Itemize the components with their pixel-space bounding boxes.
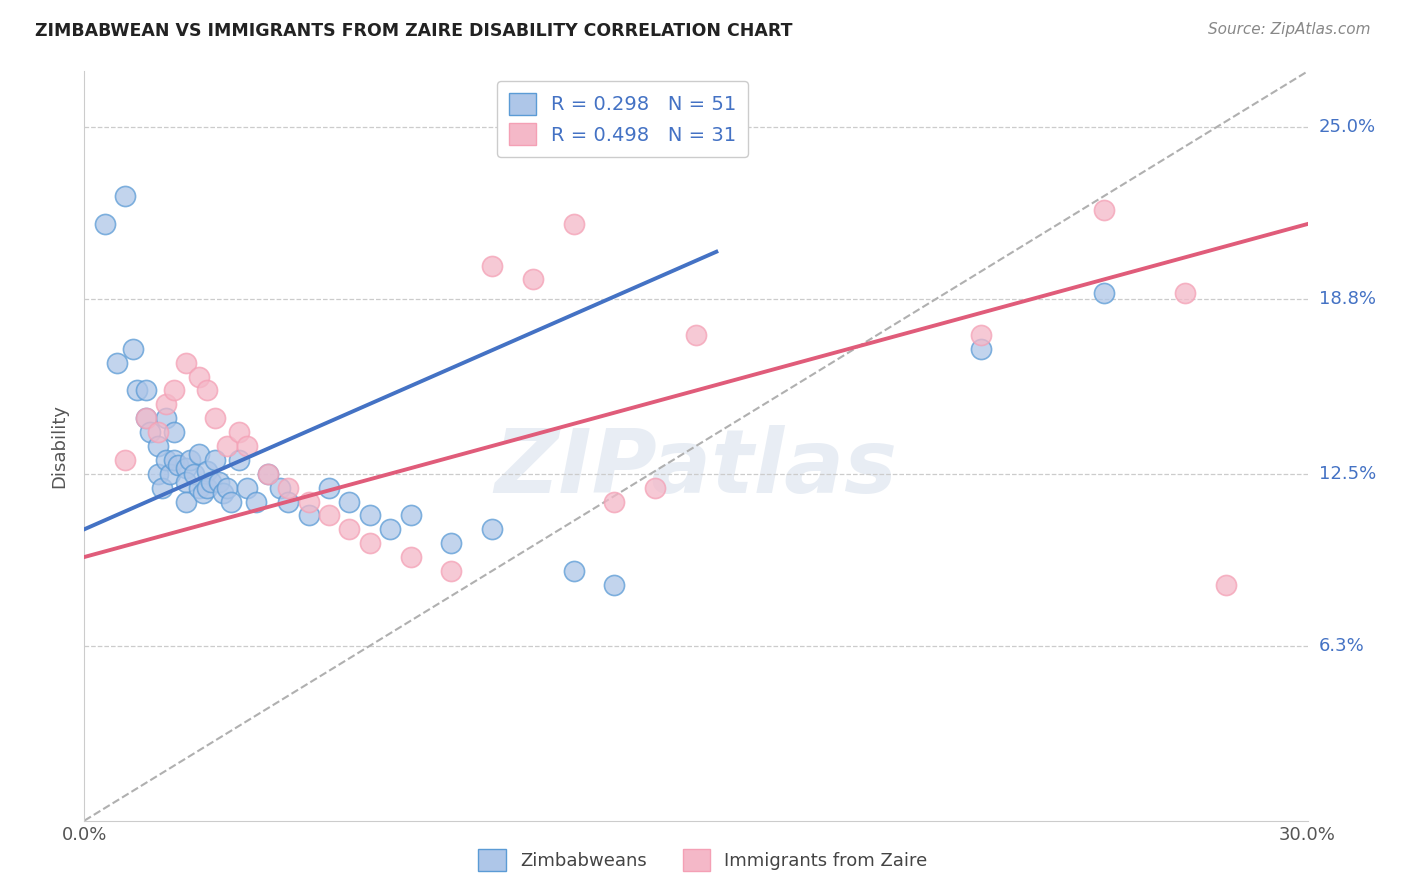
Y-axis label: Disability: Disability (51, 404, 69, 488)
Point (114, 453, 136, 467)
Point (228, 425, 250, 439)
Point (174, 494, 197, 508)
Point (269, 481, 291, 495)
Point (440, 564, 463, 578)
Point (191, 486, 214, 500)
Point (603, 578, 626, 592)
Point (93, 217, 115, 231)
Point (138, 425, 160, 439)
Point (562, 217, 585, 231)
Point (277, 494, 299, 508)
Point (245, 494, 267, 508)
Point (277, 481, 299, 495)
Point (1092, 286, 1115, 301)
Point (135, 411, 157, 425)
Legend: R = 0.298   N = 51, R = 0.498   N = 31: R = 0.298 N = 51, R = 0.498 N = 31 (496, 81, 748, 157)
Point (1215, 578, 1237, 592)
Legend: Zimbabweans, Immigrants from Zaire: Zimbabweans, Immigrants from Zaire (471, 842, 935, 879)
Point (146, 439, 169, 453)
Point (644, 481, 666, 495)
Point (219, 494, 242, 508)
Point (155, 411, 177, 425)
Text: ZIPatlas: ZIPatlas (495, 425, 897, 512)
Point (155, 453, 177, 467)
Point (204, 453, 226, 467)
Point (159, 467, 181, 481)
Point (195, 464, 218, 478)
Point (236, 481, 259, 495)
Point (195, 481, 218, 495)
Point (155, 397, 177, 411)
Point (179, 453, 201, 467)
Point (217, 439, 239, 453)
Text: 18.8%: 18.8% (1319, 290, 1375, 308)
Point (114, 189, 136, 203)
Point (481, 522, 503, 536)
Point (603, 494, 626, 508)
Point (200, 475, 222, 489)
Point (440, 536, 463, 550)
Point (562, 564, 585, 578)
Point (187, 369, 209, 384)
Text: 6.3%: 6.3% (1319, 637, 1364, 655)
Point (122, 342, 145, 356)
Point (359, 508, 381, 523)
Point (481, 259, 503, 273)
Point (105, 356, 128, 370)
Point (208, 475, 231, 489)
Text: Source: ZipAtlas.com: Source: ZipAtlas.com (1208, 22, 1371, 37)
Point (146, 425, 169, 439)
Point (228, 453, 250, 467)
Point (1174, 286, 1197, 301)
Point (318, 481, 340, 495)
Point (135, 384, 157, 398)
Point (257, 467, 280, 481)
Point (204, 411, 226, 425)
Point (399, 508, 422, 523)
Text: 25.0%: 25.0% (1319, 118, 1376, 136)
Point (339, 522, 361, 536)
Point (146, 467, 169, 481)
Point (1092, 203, 1115, 218)
Point (135, 411, 157, 425)
Point (174, 461, 197, 475)
Point (970, 342, 993, 356)
Point (318, 508, 340, 523)
Point (127, 384, 149, 398)
Point (399, 549, 422, 564)
Point (685, 328, 707, 343)
Point (339, 494, 361, 508)
Point (163, 453, 186, 467)
Text: 12.5%: 12.5% (1319, 465, 1376, 483)
Point (359, 536, 381, 550)
Point (174, 475, 197, 489)
Point (163, 384, 186, 398)
Point (970, 328, 993, 343)
Point (236, 439, 259, 453)
Point (298, 508, 321, 523)
Point (212, 486, 235, 500)
Point (187, 481, 209, 495)
Point (163, 425, 186, 439)
Point (217, 481, 239, 495)
Point (187, 447, 209, 461)
Text: ZIMBABWEAN VS IMMIGRANTS FROM ZAIRE DISABILITY CORRELATION CHART: ZIMBABWEAN VS IMMIGRANTS FROM ZAIRE DISA… (35, 22, 793, 40)
Point (522, 272, 544, 286)
Point (174, 356, 197, 370)
Point (183, 467, 205, 481)
Point (195, 384, 218, 398)
Point (167, 458, 190, 473)
Point (257, 467, 280, 481)
Point (150, 481, 173, 495)
Point (298, 494, 321, 508)
Point (380, 522, 402, 536)
